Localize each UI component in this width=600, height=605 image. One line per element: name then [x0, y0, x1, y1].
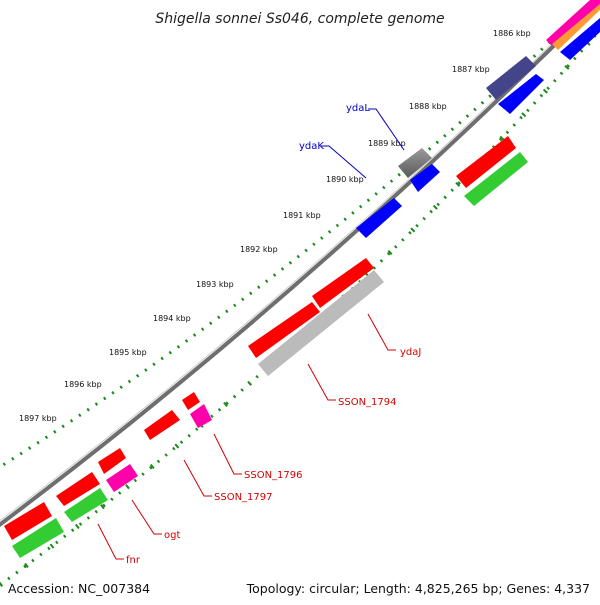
- gene-purple[interactable]: [486, 56, 536, 100]
- genome-stats-text: Topology: circular; Length: 4,825,265 bp…: [246, 581, 590, 596]
- tick-label-1894: 1894 kbp: [153, 314, 191, 323]
- gene-red-mid-left[interactable]: [56, 472, 100, 506]
- gene-red-large-1[interactable]: [312, 258, 374, 308]
- tick-label-1893: 1893 kbp: [196, 280, 234, 289]
- gene-red-ogt-area[interactable]: [98, 448, 126, 474]
- gene-blue-1888[interactable]: [498, 74, 544, 114]
- tick-label-1897: 1897 kbp: [19, 414, 57, 423]
- gene-SSON_1796[interactable]: [190, 404, 212, 428]
- gene-red-large-2[interactable]: [248, 302, 320, 358]
- gene-top-corner[interactable]: [546, 0, 600, 50]
- outer-tick-ring: [0, 0, 597, 469]
- gene-ogt[interactable]: [106, 464, 138, 492]
- tick-label-1895: 1895 kbp: [109, 348, 147, 357]
- label-SSON_1796[interactable]: SSON_1796: [244, 470, 303, 481]
- gene-SSON_1797[interactable]: [144, 410, 180, 440]
- gene-ydaK[interactable]: [410, 164, 440, 192]
- gene-blue-1891[interactable]: [356, 198, 402, 238]
- map-title: Shigella sonnei Ss046, complete genome: [155, 11, 444, 27]
- tick-label-1890: 1890 kbp: [326, 175, 364, 184]
- gene-ydaL[interactable]: [398, 148, 432, 178]
- tick-labels: 1886 kbp 1887 kbp 1888 kbp 1889 kbp 1890…: [19, 29, 531, 423]
- tick-label-1887: 1887 kbp: [452, 65, 490, 74]
- label-ydaJ[interactable]: ydaJ: [400, 347, 421, 358]
- tick-label-1888: 1888 kbp: [409, 102, 447, 111]
- tick-label-1889: 1889 kbp: [368, 139, 406, 148]
- label-ogt[interactable]: ogt: [164, 530, 180, 541]
- label-ydaK[interactable]: ydaK: [299, 141, 324, 152]
- accession-text: Accession: NC_007384: [8, 581, 151, 596]
- gene-green-mid-left[interactable]: [64, 488, 108, 522]
- gene-ydaJ[interactable]: [258, 270, 384, 376]
- leader-lines: [97, 108, 405, 560]
- gene-green-upper-right[interactable]: [464, 152, 528, 206]
- label-fnr[interactable]: fnr: [126, 555, 141, 566]
- tick-label-1891: 1891 kbp: [283, 211, 321, 220]
- label-SSON_1797[interactable]: SSON_1797: [214, 492, 273, 503]
- tick-label-1886: 1886 kbp: [493, 29, 531, 38]
- gene-green-bottom-left[interactable]: [12, 518, 64, 558]
- gene-red-upper-right[interactable]: [456, 136, 516, 188]
- tick-label-1896: 1896 kbp: [64, 380, 102, 389]
- gene-red-small[interactable]: [182, 392, 200, 410]
- label-ydaL[interactable]: ydaL: [346, 103, 370, 114]
- gene-blue-top-right[interactable]: [560, 18, 600, 60]
- label-SSON_1794[interactable]: SSON_1794: [338, 397, 397, 408]
- gene-fnr[interactable]: [4, 502, 52, 540]
- tick-label-1892: 1892 kbp: [240, 245, 278, 254]
